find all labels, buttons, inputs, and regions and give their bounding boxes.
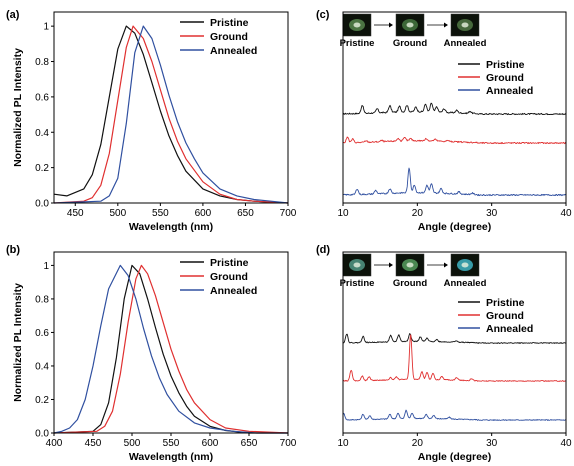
series-line-ground bbox=[53, 264, 289, 434]
legend-label: Annealed bbox=[486, 85, 533, 97]
plot-frame bbox=[53, 11, 289, 204]
legend-label: Pristine bbox=[486, 297, 525, 309]
arrow-head-icon bbox=[389, 262, 393, 268]
legend-label: Ground bbox=[210, 31, 248, 43]
x-tick-label: 700 bbox=[280, 208, 297, 219]
panel-b: (b) 400 450 500 550 600 650 700 0.0 0.2 0.4 0.6 0.8 1… bbox=[6, 244, 297, 463]
y-tick-label: 0.6 bbox=[35, 328, 49, 339]
arrow-head-icon bbox=[389, 22, 393, 28]
arrow-head-icon bbox=[444, 22, 448, 28]
x-tick-label: 450 bbox=[85, 438, 102, 449]
photo-label: Annealed bbox=[444, 38, 487, 49]
x-tick-label: 600 bbox=[195, 208, 212, 219]
legend-label: Ground bbox=[486, 72, 524, 84]
sample-glow-core bbox=[353, 22, 361, 28]
x-tick-label: 10 bbox=[337, 438, 349, 449]
plot-frame bbox=[342, 11, 567, 204]
x-axis-label: Angle (degree) bbox=[418, 451, 492, 463]
legend-label: Pristine bbox=[210, 257, 249, 269]
photo-label: Pristine bbox=[340, 38, 375, 49]
photo-label: Pristine bbox=[340, 278, 375, 289]
x-tick-label: 500 bbox=[109, 208, 126, 219]
y-tick-label: 0.4 bbox=[35, 361, 49, 372]
y-tick-label: 0.2 bbox=[35, 163, 49, 174]
plot-frame bbox=[53, 251, 289, 434]
plot-frame bbox=[342, 251, 567, 434]
x-tick-label: 500 bbox=[124, 438, 141, 449]
x-tick-label: 40 bbox=[560, 208, 572, 219]
y-tick-label: 0.8 bbox=[35, 57, 49, 68]
y-tick-label: 0.0 bbox=[35, 429, 49, 440]
x-tick-label: 700 bbox=[280, 438, 297, 449]
x-tick-label: 600 bbox=[202, 438, 219, 449]
x-tick-label: 400 bbox=[46, 438, 63, 449]
panel-a: (a) 450 500 550 600 650 700 0.0 0.2 0.4 0.6 0.8 1 Wav… bbox=[6, 9, 297, 233]
y-tick-label: 1 bbox=[43, 261, 49, 272]
x-tick-label: 30 bbox=[486, 438, 498, 449]
panel-label: (d) bbox=[316, 244, 330, 256]
legend-label: Annealed bbox=[486, 323, 533, 335]
x-tick-label: 650 bbox=[237, 208, 254, 219]
panel-label: (b) bbox=[6, 244, 20, 256]
series-line-annealed bbox=[342, 409, 567, 421]
y-tick-label: 1 bbox=[43, 22, 49, 33]
panel-label: (a) bbox=[6, 9, 20, 21]
series-line-pristine bbox=[342, 333, 567, 344]
series-line-pristine bbox=[343, 102, 567, 116]
x-tick-label: 40 bbox=[560, 438, 572, 449]
sample-glow-core bbox=[461, 22, 469, 28]
series-line-annealed bbox=[53, 25, 289, 204]
legend-label: Pristine bbox=[210, 17, 249, 29]
series-line-pristine bbox=[53, 264, 288, 434]
sample-glow-core bbox=[353, 262, 361, 268]
x-tick-label: 650 bbox=[241, 438, 258, 449]
x-axis-label: Angle (degree) bbox=[418, 221, 492, 233]
legend-label: Annealed bbox=[210, 45, 257, 57]
y-axis-label: Normalized PL Intensity bbox=[12, 48, 24, 167]
legend-label: Annealed bbox=[210, 285, 257, 297]
x-axis-label: Wavelength (nm) bbox=[129, 451, 213, 463]
y-axis-label: Normalized PL Intensity bbox=[12, 283, 24, 402]
arrow-head-icon bbox=[444, 262, 448, 268]
y-tick-label: 0.8 bbox=[35, 294, 49, 305]
x-tick-label: 20 bbox=[412, 208, 424, 219]
y-tick-label: 0.2 bbox=[35, 395, 49, 406]
y-tick-label: 0.0 bbox=[35, 199, 49, 210]
sample-glow-core bbox=[406, 22, 414, 28]
series-line-ground bbox=[342, 136, 567, 145]
series-line-annealed bbox=[342, 167, 567, 197]
x-axis-label: Wavelength (nm) bbox=[129, 221, 213, 233]
legend-label: Pristine bbox=[486, 59, 525, 71]
x-tick-label: 10 bbox=[337, 208, 349, 219]
x-tick-label: 550 bbox=[152, 208, 169, 219]
sample-glow-core bbox=[406, 262, 414, 268]
sample-glow-core bbox=[461, 262, 469, 268]
photo-label: Ground bbox=[393, 38, 427, 49]
y-tick-label: 0.6 bbox=[35, 92, 49, 103]
series-line-ground bbox=[53, 25, 289, 204]
y-tick-label: 0.4 bbox=[35, 128, 49, 139]
x-tick-label: 450 bbox=[67, 208, 84, 219]
x-tick-label: 550 bbox=[163, 438, 180, 449]
photo-label: Ground bbox=[393, 278, 427, 289]
panel-label: (c) bbox=[316, 9, 330, 21]
photo-label: Annealed bbox=[444, 278, 487, 289]
x-tick-label: 30 bbox=[486, 208, 498, 219]
legend-label: Ground bbox=[210, 271, 248, 283]
series-line-ground bbox=[342, 334, 567, 382]
x-tick-label: 20 bbox=[412, 438, 424, 449]
series-line-annealed bbox=[53, 264, 288, 434]
legend-label: Ground bbox=[486, 310, 524, 322]
